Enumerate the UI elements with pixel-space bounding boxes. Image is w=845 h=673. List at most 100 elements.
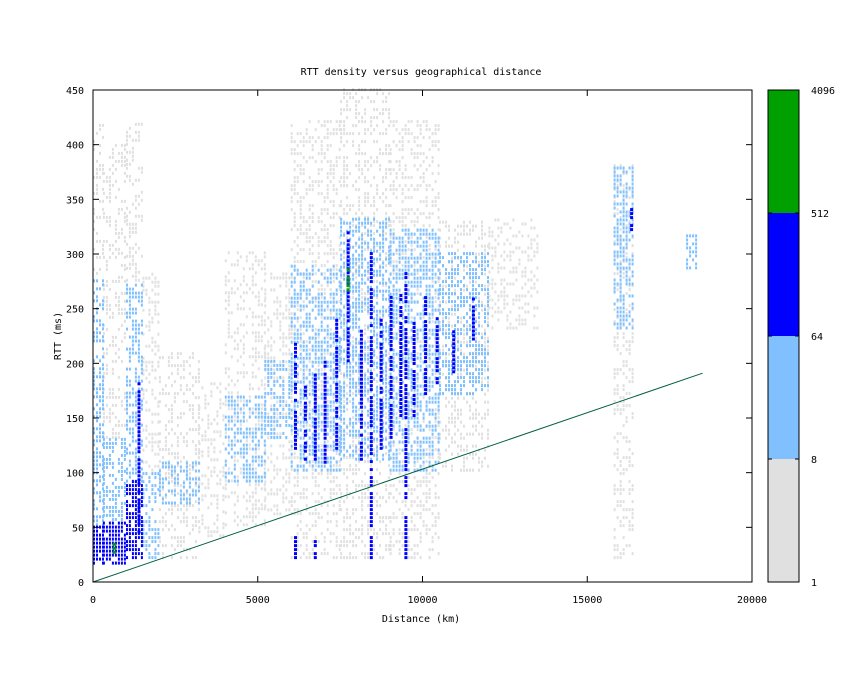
heatmap-cell: [216, 506, 219, 510]
heatmap-cell: [355, 556, 358, 560]
heatmap-cell: [111, 513, 114, 517]
heatmap-cell: [102, 519, 104, 523]
heatmap-cell: [242, 475, 245, 479]
heatmap-cell: [425, 476, 428, 480]
heatmap-cell: [389, 204, 392, 208]
heatmap-cell: [311, 548, 314, 552]
heatmap-cell: [367, 292, 370, 296]
heatmap-cell: [293, 476, 296, 480]
heatmap-cell: [445, 464, 447, 468]
heatmap-cell: [257, 263, 260, 267]
heatmap-cell: [533, 250, 536, 254]
heatmap-cell: [140, 214, 143, 218]
heatmap-cell: [105, 351, 108, 355]
heatmap-cell: [154, 536, 157, 540]
heatmap-cell: [257, 443, 260, 447]
heatmap-cell: [102, 395, 104, 399]
heatmap-cell: [413, 556, 416, 560]
heatmap-cell: [197, 477, 200, 481]
heatmap-cell: [227, 439, 230, 443]
heatmap-cell: [248, 471, 251, 475]
heatmap-cell: [197, 448, 200, 452]
heatmap-cell: [413, 152, 416, 156]
heatmap-cell: [404, 472, 407, 476]
heatmap-cell: [460, 224, 462, 228]
heatmap-cell: [616, 316, 619, 320]
heatmap-cell: [355, 272, 358, 276]
heatmap-cell: [93, 371, 95, 375]
heatmap-cell: [346, 384, 349, 388]
heatmap-cell: [488, 282, 491, 286]
heatmap-cell: [148, 328, 151, 332]
heatmap-cell: [131, 439, 134, 443]
heatmap-cell: [431, 160, 434, 164]
heatmap-cell: [404, 224, 407, 228]
heatmap-cell: [382, 520, 385, 524]
heatmap-cell: [392, 180, 395, 184]
heatmap-cell: [236, 451, 239, 455]
heatmap-cell: [158, 473, 161, 477]
heatmap-cell: [388, 108, 391, 112]
heatmap-cell: [117, 469, 120, 473]
heatmap-cell: [428, 556, 431, 560]
heatmap-cell: [338, 124, 341, 128]
heatmap-cell: [407, 336, 410, 340]
heatmap-cell: [416, 480, 419, 484]
heatmap-cell: [131, 419, 134, 423]
heatmap-cell: [128, 315, 131, 319]
heatmap-cell: [137, 387, 140, 391]
heatmap-cell: [373, 404, 376, 408]
heatmap-cell: [625, 420, 628, 424]
heatmap-cell: [242, 371, 245, 375]
heatmap-cell: [484, 284, 486, 288]
heatmap-cell: [509, 254, 512, 258]
heatmap-cell: [131, 246, 134, 250]
heatmap-cell: [288, 324, 291, 328]
heatmap-cell: [233, 383, 236, 387]
heatmap-cell: [154, 396, 157, 400]
heatmap-cell: [224, 523, 227, 527]
heatmap-cell: [439, 348, 441, 352]
heatmap-cell: [385, 168, 388, 172]
heatmap-cell: [233, 331, 236, 335]
heatmap-cell: [376, 272, 379, 276]
heatmap-cell: [428, 148, 431, 152]
heatmap-cell: [509, 242, 512, 246]
heatmap-cell: [188, 364, 191, 368]
heatmap-cell: [188, 501, 191, 505]
heatmap-cell: [108, 167, 111, 171]
heatmap-cell: [439, 324, 441, 328]
heatmap-cell: [352, 296, 355, 300]
heatmap-cell: [151, 468, 154, 472]
heatmap-cell: [367, 308, 370, 312]
heatmap-cell: [466, 264, 468, 268]
heatmap-cell: [308, 348, 311, 352]
heatmap-cell: [157, 532, 160, 536]
heatmap-cell: [282, 492, 285, 496]
heatmap-cell: [425, 216, 428, 220]
heatmap-cell: [182, 485, 185, 489]
heatmap-cell: [245, 463, 248, 467]
heatmap-cell: [401, 156, 404, 160]
heatmap-cell: [373, 176, 376, 180]
heatmap-cell: [191, 461, 194, 465]
heatmap-cell: [628, 508, 631, 512]
heatmap-cell: [96, 479, 98, 483]
heatmap-cell: [108, 195, 111, 199]
heatmap-cell: [352, 416, 355, 420]
heatmap-cell: [392, 512, 395, 516]
heatmap-cell: [170, 428, 173, 432]
heatmap-cell: [619, 164, 622, 168]
heatmap-cell: [282, 312, 285, 316]
heatmap-cell: [367, 96, 370, 100]
heatmap-cell: [385, 500, 388, 504]
heatmap-cell: [385, 544, 388, 548]
heatmap-cell: [625, 404, 628, 408]
heatmap-cell: [352, 472, 355, 476]
heatmap-cell: [137, 359, 140, 363]
heatmap-cell: [317, 336, 320, 340]
heatmap-cell: [176, 364, 179, 368]
heatmap-cell: [131, 182, 134, 186]
heatmap-cell: [111, 427, 114, 431]
heatmap-cell: [216, 530, 219, 534]
